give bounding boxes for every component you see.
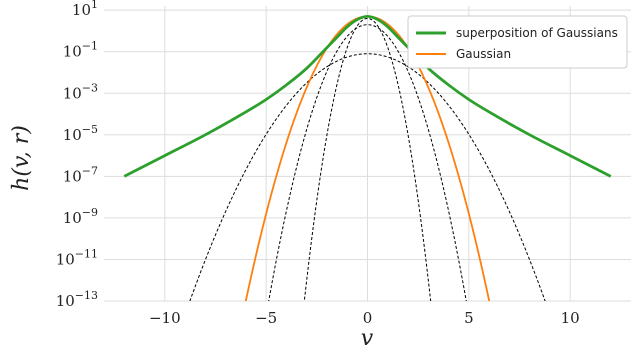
x-tick-label: 10 [561,309,580,327]
x-tick-label: −10 [149,309,181,327]
y-tick-label: 10−3 [63,81,98,102]
y-tick-label: 10−1 [63,40,98,61]
x-tick-label: −5 [255,309,277,327]
legend-box [407,15,628,69]
legend: superposition of Gaussians Gaussian [407,15,628,69]
plot-area [123,14,612,301]
dashed-component-line-3 [189,53,546,301]
x-tick-label: 5 [464,309,474,327]
x-tick-labels: −10 −5 0 5 10 [149,309,580,327]
y-tick-labels: 101 10−1 10−3 10−5 10−7 10−9 10−11 10−13 [56,0,98,310]
y-tick-label: 10−13 [56,289,98,310]
y-tick-label: 101 [72,0,98,19]
x-tick-label: 0 [363,309,373,327]
superposition-series-line [123,14,612,178]
y-tick-label: 10−9 [63,206,98,227]
x-axis-label: v [361,326,374,351]
legend-label-superposition: superposition of Gaussians [456,26,618,40]
y-tick-label: 10−5 [63,123,98,144]
y-tick-label: 10−11 [56,247,98,268]
y-axis-label: h(v, r) [9,125,34,191]
legend-label-gaussian: Gaussian [456,47,511,61]
y-tick-label: 10−7 [63,164,98,185]
